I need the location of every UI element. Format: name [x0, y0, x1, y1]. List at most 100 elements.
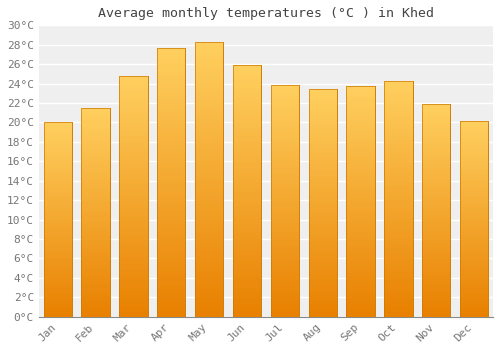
Bar [384, 307, 412, 310]
Bar [119, 232, 148, 235]
Bar [422, 157, 450, 159]
Bar [422, 259, 450, 261]
Bar [119, 259, 148, 261]
Bar [460, 232, 488, 234]
Bar [44, 214, 72, 216]
Bar [44, 183, 72, 185]
Bar [308, 139, 337, 142]
Bar [44, 280, 72, 282]
Bar [44, 173, 72, 175]
Bar [195, 61, 224, 64]
Bar [233, 188, 261, 191]
Bar [119, 286, 148, 288]
Bar [119, 98, 148, 100]
Bar [195, 168, 224, 171]
Bar [384, 288, 412, 291]
Bar [119, 177, 148, 180]
Bar [346, 160, 375, 162]
Bar [233, 176, 261, 178]
Bar [422, 166, 450, 168]
Bar [460, 238, 488, 240]
Bar [119, 134, 148, 136]
Bar [233, 88, 261, 90]
Bar [384, 284, 412, 286]
Bar [195, 229, 224, 232]
Bar [346, 266, 375, 268]
Bar [44, 152, 72, 154]
Bar [308, 107, 337, 110]
Bar [270, 219, 299, 222]
Bar [119, 225, 148, 228]
Bar [195, 160, 224, 163]
Bar [233, 312, 261, 314]
Bar [157, 258, 186, 260]
Bar [346, 208, 375, 210]
Bar [119, 305, 148, 307]
Bar [82, 144, 110, 146]
Bar [422, 200, 450, 202]
Bar [44, 146, 72, 148]
Bar [82, 177, 110, 179]
Bar [422, 225, 450, 228]
Bar [82, 223, 110, 225]
Bar [119, 76, 148, 317]
Bar [346, 162, 375, 164]
Bar [308, 96, 337, 98]
Bar [308, 310, 337, 312]
Bar [384, 239, 412, 241]
Bar [195, 75, 224, 78]
Bar [346, 245, 375, 247]
Bar [460, 213, 488, 215]
Bar [195, 141, 224, 144]
Bar [195, 50, 224, 53]
Bar [308, 98, 337, 101]
Bar [82, 158, 110, 160]
Bar [44, 262, 72, 264]
Bar [157, 233, 186, 236]
Bar [44, 148, 72, 150]
Bar [308, 235, 337, 237]
Bar [157, 85, 186, 88]
Bar [308, 183, 337, 185]
Bar [346, 180, 375, 183]
Bar [460, 183, 488, 185]
Bar [346, 134, 375, 136]
Bar [233, 153, 261, 156]
Bar [157, 212, 186, 215]
Bar [119, 194, 148, 196]
Bar [422, 140, 450, 142]
Bar [460, 207, 488, 209]
Bar [233, 131, 261, 133]
Bar [308, 174, 337, 176]
Bar [119, 290, 148, 293]
Bar [384, 80, 412, 317]
Bar [82, 219, 110, 221]
Bar [82, 277, 110, 279]
Bar [233, 309, 261, 312]
Bar [270, 166, 299, 168]
Bar [270, 117, 299, 119]
Bar [384, 156, 412, 159]
Bar [233, 292, 261, 294]
Bar [270, 103, 299, 105]
Bar [270, 180, 299, 182]
Bar [422, 187, 450, 189]
Bar [157, 206, 186, 209]
Bar [233, 128, 261, 131]
Bar [270, 284, 299, 287]
Bar [82, 152, 110, 154]
Bar [270, 119, 299, 122]
Bar [460, 285, 488, 287]
Bar [346, 106, 375, 108]
Bar [157, 276, 186, 279]
Bar [270, 145, 299, 147]
Bar [157, 287, 186, 290]
Bar [233, 209, 261, 211]
Bar [422, 155, 450, 157]
Bar [195, 174, 224, 176]
Bar [384, 272, 412, 274]
Bar [346, 132, 375, 134]
Bar [233, 83, 261, 85]
Bar [195, 138, 224, 141]
Bar [119, 146, 148, 148]
